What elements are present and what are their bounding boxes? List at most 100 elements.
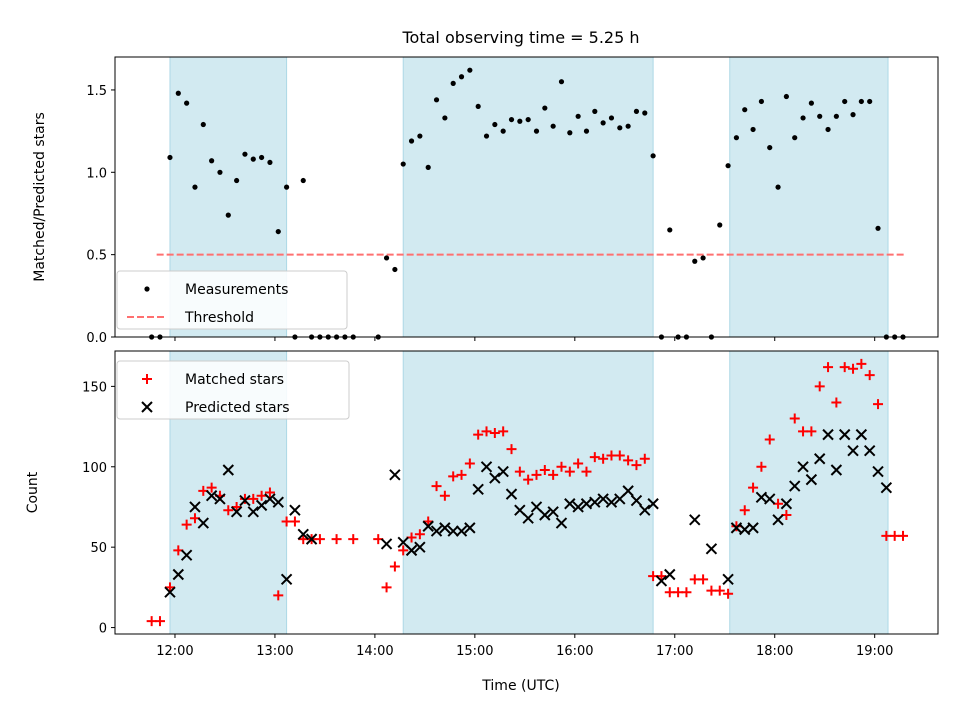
- legend-marker-measurements: [144, 286, 150, 292]
- predicted-star-point: [439, 522, 451, 534]
- matched-star-point: [814, 381, 825, 392]
- y-tick-label: 50: [90, 541, 107, 556]
- matched-star-point: [806, 426, 817, 437]
- legend-marker-predicted: [141, 401, 153, 413]
- legend-box: [116, 360, 350, 420]
- matched-star-point: [639, 453, 650, 464]
- measurement-point: [175, 90, 181, 96]
- matched-star-point: [414, 529, 425, 540]
- measurement-point: [592, 108, 598, 114]
- measurement-point: [392, 266, 398, 273]
- measurement-point: [617, 125, 623, 131]
- measurement-point: [184, 100, 190, 106]
- matched-star-point: [898, 530, 909, 541]
- x-tick-label: 17:00: [656, 644, 693, 659]
- predicted-star-point: [172, 568, 185, 581]
- predicted-star-point: [455, 525, 468, 537]
- matched-star-point: [539, 464, 550, 475]
- matched-star-point: [631, 460, 642, 471]
- measurement-point: [742, 107, 748, 113]
- measurement-point: [442, 115, 448, 121]
- predicted-star-point: [555, 517, 568, 529]
- measurement-point: [633, 108, 640, 114]
- measurement-point: [192, 184, 198, 190]
- predicted-star-point: [280, 573, 293, 586]
- y-axis-label: Matched/Predicted stars: [32, 112, 48, 282]
- measurement-point: [500, 128, 506, 134]
- matched-star-point: [748, 482, 759, 493]
- measurement-point: [458, 74, 465, 80]
- predicted-star-point: [264, 493, 276, 505]
- matched-star-point: [581, 466, 592, 477]
- measurement-point: [450, 80, 456, 86]
- measurement-point: [850, 112, 856, 118]
- x-tick-label: 13:00: [256, 644, 293, 659]
- matched-star-point: [823, 362, 834, 373]
- legend-label: Measurements: [185, 282, 288, 298]
- measurement-point: [492, 121, 498, 128]
- matched-star-point: [448, 471, 459, 482]
- predicted-star-point: [838, 428, 851, 441]
- y-tick-label: 1.5: [86, 84, 107, 99]
- measurement-point: [217, 169, 223, 175]
- measurement-point: [842, 98, 848, 105]
- measurement-point: [433, 97, 440, 103]
- x-tick-label: 12:00: [156, 644, 193, 659]
- predicted-star-point: [422, 520, 434, 532]
- chart-title: Total observing time = 5.25 h: [401, 28, 639, 47]
- matched-star-point: [389, 561, 400, 572]
- predicted-star-point: [522, 512, 534, 524]
- matched-star-point: [273, 590, 284, 601]
- measurement-point: [425, 164, 431, 170]
- predicted-star-point: [189, 501, 201, 513]
- predicted-star-point: [539, 509, 551, 521]
- matched-star-point: [423, 516, 434, 527]
- matched-star-point: [598, 453, 609, 464]
- matched-star-point: [348, 534, 359, 545]
- axes-frame: [114, 56, 939, 338]
- matched-star-point: [439, 490, 450, 501]
- predicted-star-point: [222, 464, 234, 476]
- measurement-point: [267, 159, 273, 166]
- shaded-interval: [402, 350, 654, 635]
- x-tick-label: 14:00: [356, 644, 393, 659]
- x-tick-label: 15:00: [456, 644, 493, 659]
- measurement-point: [717, 222, 723, 228]
- predicted-star-point: [772, 514, 784, 526]
- predicted-star-point: [489, 472, 501, 484]
- matched-star-point: [506, 444, 517, 455]
- measurement-point: [467, 67, 473, 73]
- measurement-point: [600, 120, 606, 126]
- predicted-star-point: [164, 586, 176, 598]
- predicted-star-point: [872, 465, 884, 478]
- measurement-point: [725, 163, 731, 169]
- measurement-point: [275, 228, 281, 235]
- predicted-star-point: [305, 533, 318, 545]
- measurement-point: [575, 113, 581, 119]
- measurement-point: [817, 113, 823, 119]
- ratio-panel: 0.0 0.5 1.0 1.5 Matched/Predicted stars Measu…: [32, 56, 939, 346]
- predicted-star-point: [847, 444, 859, 457]
- matched-star-point: [473, 429, 484, 440]
- predicted-star-point: [622, 485, 634, 497]
- matched-star-point: [523, 474, 534, 485]
- predicted-star-point: [764, 493, 776, 505]
- matched-star-point: [498, 426, 509, 437]
- measurement-point: [533, 128, 540, 134]
- x-tick-label: 16:00: [556, 644, 593, 659]
- matched-star-point: [223, 505, 234, 516]
- matched-star-point: [398, 545, 409, 556]
- measurement-point: [225, 212, 231, 218]
- predicted-star-point: [639, 504, 651, 516]
- measurement-point: [525, 116, 531, 123]
- measurement-point: [808, 100, 814, 106]
- measurement-point: [642, 110, 648, 116]
- matched-star-point: [164, 582, 175, 593]
- predicted-star-point: [405, 544, 418, 557]
- matched-star-point: [431, 481, 442, 492]
- measurement-point: [542, 105, 548, 111]
- measurement-point: [558, 79, 565, 85]
- matched-star-point: [331, 534, 342, 545]
- measurement-point: [483, 133, 490, 139]
- measurement-point: [667, 227, 673, 233]
